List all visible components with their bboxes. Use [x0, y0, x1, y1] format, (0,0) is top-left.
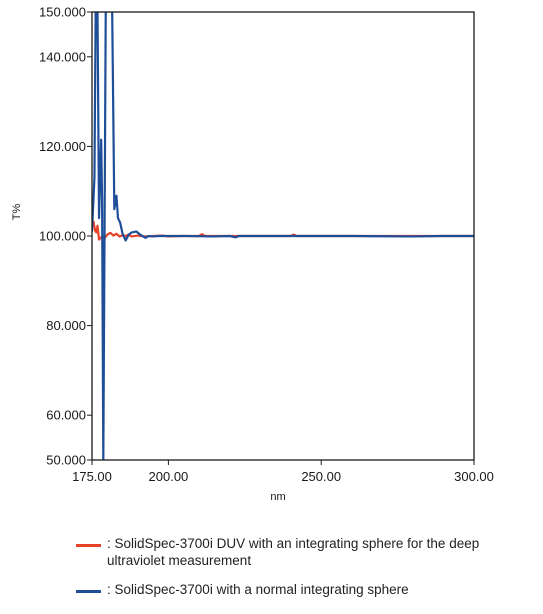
chart: 50.000 60.000 80.000 100.000 120.000 140.000 1… — [11, 5, 494, 504]
series-layer — [92, 12, 474, 460]
x-tick-label: 300.00 — [454, 469, 494, 484]
x-axis: 175.00 200.00 250.00 300.00 — [72, 460, 494, 484]
y-tick-label: 80.000 — [46, 318, 86, 333]
x-tick-label: 250.00 — [301, 469, 341, 484]
series-line-normal — [92, 12, 474, 460]
legend-label-normal: : SolidSpec-3700i with a normal integrat… — [107, 582, 409, 597]
y-tick-label: 140.000 — [39, 49, 86, 64]
x-tick-label: 175.00 — [72, 469, 112, 484]
legend-swatch-normal — [76, 590, 101, 593]
legend-label-duv: : SolidSpec-3700i DUV with an integratin… — [107, 536, 480, 568]
y-tick-label: 60.000 — [46, 408, 86, 423]
y-tick-label: 50.000 — [46, 453, 86, 468]
y-tick-label: 150.000 — [39, 5, 86, 20]
y-axis: 50.000 60.000 80.000 100.000 120.000 140.000 1… — [39, 5, 92, 468]
x-tick-label: 200.00 — [149, 469, 189, 484]
x-axis-label: nm — [270, 491, 285, 503]
y-axis-label: T% — [11, 204, 23, 221]
legend-swatch-duv — [76, 544, 101, 547]
y-tick-label: 100.000 — [39, 229, 86, 244]
y-tick-label: 120.000 — [39, 139, 86, 154]
